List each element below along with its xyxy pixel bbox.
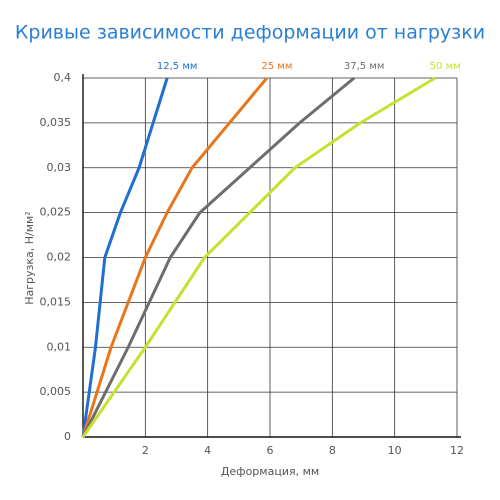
chart-title: Кривые зависимости деформации от нагрузк… (15, 22, 485, 44)
y-tick-label: 0,005 (40, 385, 72, 398)
y-tick-label: 0 (64, 430, 71, 443)
legend-label: 25 мм (261, 61, 292, 72)
series-line (81, 76, 356, 438)
y-tick-label: 0,01 (47, 340, 72, 353)
x-tick-label: 4 (204, 444, 211, 457)
x-tick-label: 8 (329, 444, 336, 457)
x-tick-label: 12 (450, 444, 464, 457)
series-line (81, 77, 169, 438)
y-tick-label: 0,025 (40, 206, 72, 219)
y-tick-label: 0,015 (40, 295, 72, 308)
y-axis-label: Нагрузка, Н/мм² (23, 211, 36, 305)
series-line (81, 77, 269, 438)
y-tick-label: 0,02 (47, 251, 72, 264)
y-tick-label: 0,03 (47, 161, 72, 174)
series-line (81, 76, 436, 438)
x-tick-label: 2 (142, 444, 149, 457)
y-tick-label: 0,4 (54, 71, 72, 84)
legend-label: 37,5 мм (344, 61, 385, 72)
x-tick-label: 6 (267, 444, 274, 457)
x-axis-label: Деформация, мм (221, 465, 319, 478)
x-tick-label: 10 (388, 444, 402, 457)
legend-label: 50 мм (430, 61, 461, 72)
legend-label: 12,5 мм (157, 61, 198, 72)
y-tick-label: 0,035 (40, 116, 72, 129)
